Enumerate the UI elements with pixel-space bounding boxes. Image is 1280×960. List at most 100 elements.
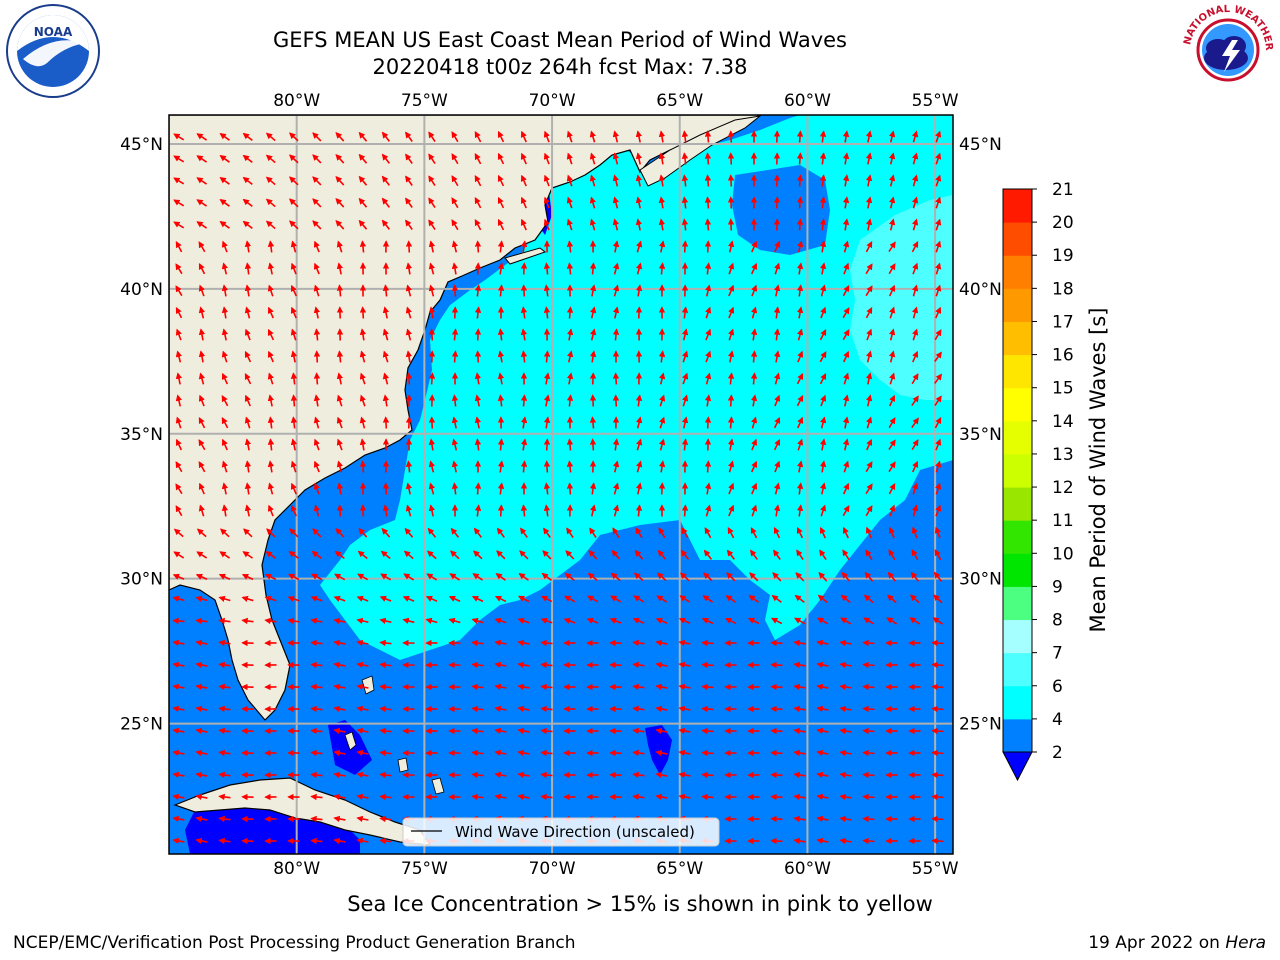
wind-wave-arrow <box>451 482 459 495</box>
wind-wave-arrow <box>219 155 230 163</box>
wind-wave-arrow <box>471 705 484 713</box>
wind-wave-arrow <box>218 661 231 669</box>
lon-labels-bottom: 80°W 75°W 70°W 65°W 60°W 55°W <box>273 859 959 879</box>
wind-wave-arrow <box>589 504 597 517</box>
wind-wave-arrow <box>313 350 321 363</box>
wind-wave-arrow <box>728 306 735 319</box>
wind-wave-arrow <box>635 152 643 165</box>
wind-wave-arrow <box>543 218 550 231</box>
wind-wave-arrow <box>796 306 804 319</box>
legend-label: Wind Wave Direction (unscaled) <box>455 823 695 841</box>
wind-wave-arrow <box>356 793 369 801</box>
wind-wave-arrow <box>931 837 944 845</box>
wind-wave-arrow <box>195 617 208 625</box>
wind-wave-arrow <box>290 394 298 407</box>
wind-wave-arrow <box>520 438 528 451</box>
wind-wave-arrow <box>931 727 944 735</box>
wind-wave-arrow <box>311 550 322 559</box>
wind-wave-arrow <box>402 595 415 602</box>
wind-wave-arrow <box>540 705 553 713</box>
wind-wave-arrow <box>448 595 461 603</box>
wind-wave-arrow <box>749 572 759 582</box>
wind-wave-arrow <box>632 793 645 801</box>
wind-wave-arrow <box>356 771 369 779</box>
wind-wave-arrow <box>172 639 185 647</box>
wind-wave-arrow <box>451 131 459 143</box>
wind-wave-arrow <box>474 416 482 429</box>
wind-wave-arrow <box>265 176 276 186</box>
wind-wave-arrow <box>774 394 781 407</box>
wind-wave-arrow <box>934 549 942 561</box>
wind-wave-arrow <box>679 572 690 582</box>
wind-wave-arrow <box>770 837 783 845</box>
wind-wave-arrow <box>612 394 620 407</box>
wind-wave-arrow <box>543 416 551 429</box>
wind-wave-arrow <box>218 727 231 735</box>
wind-wave-arrow <box>428 438 436 451</box>
wind-wave-arrow <box>635 174 643 187</box>
colorbar-extend-arrow <box>1002 751 1033 782</box>
wind-wave-arrow <box>425 595 438 602</box>
wind-wave-arrow <box>173 177 185 185</box>
wind-wave-arrow <box>333 749 346 757</box>
wind-wave-arrow <box>564 572 575 582</box>
wind-wave-arrow <box>796 504 804 517</box>
wind-wave-arrow <box>657 549 667 560</box>
wind-wave-arrow <box>886 594 897 604</box>
wind-wave-arrow <box>290 482 297 495</box>
wind-wave-arrow <box>636 240 643 253</box>
wind-wave-arrow <box>543 306 551 319</box>
wind-wave-arrow <box>889 284 896 297</box>
wind-wave-arrow <box>934 351 942 362</box>
wind-wave-arrow <box>613 482 620 495</box>
wind-wave-arrow <box>681 130 689 143</box>
wind-wave-arrow <box>172 793 185 801</box>
wind-wave-arrow <box>566 350 574 363</box>
wind-wave-arrow <box>655 705 668 713</box>
wind-wave-arrow <box>195 793 208 801</box>
wind-wave-arrow <box>497 196 505 209</box>
wind-wave-arrow <box>655 661 668 669</box>
wind-wave-arrow <box>520 527 528 538</box>
wind-wave-arrow <box>727 218 735 231</box>
wind-wave-arrow <box>379 793 392 801</box>
wind-wave-arrow <box>862 793 875 801</box>
wind-wave-arrow <box>195 727 208 735</box>
wind-wave-arrow <box>357 550 368 560</box>
wind-wave-arrow <box>634 549 644 560</box>
wind-wave-arrow <box>451 438 459 451</box>
wind-wave-arrow <box>428 153 436 165</box>
wind-wave-arrow <box>793 661 806 669</box>
wind-wave-arrow <box>863 617 875 625</box>
wind-wave-arrow <box>796 218 804 231</box>
wind-wave-arrow <box>382 350 389 363</box>
wind-wave-arrow <box>889 372 896 385</box>
wind-wave-arrow <box>336 416 343 429</box>
wind-wave-arrow <box>336 240 343 253</box>
wind-wave-arrow <box>310 661 323 669</box>
wind-wave-arrow <box>816 793 829 801</box>
wind-wave-arrow <box>819 174 827 187</box>
wind-wave-arrow <box>379 617 392 625</box>
wind-wave-arrow <box>451 350 459 363</box>
wind-wave-arrow <box>313 438 320 451</box>
wind-wave-arrow <box>450 527 460 538</box>
wind-wave-arrow <box>793 749 806 757</box>
wind-wave-arrow <box>265 132 276 142</box>
colorbar-tick-label: 18 <box>1052 279 1074 299</box>
lon-label-top: 80°W <box>273 91 320 111</box>
wind-wave-arrow <box>451 394 459 407</box>
wind-wave-arrow <box>819 526 827 539</box>
wind-wave-arrow <box>862 727 875 735</box>
wind-wave-arrow <box>566 527 574 538</box>
colorbar-segment <box>1003 354 1032 389</box>
wind-wave-arrow <box>566 482 574 495</box>
wind-wave-arrow <box>935 152 942 165</box>
wind-wave-arrow <box>543 174 550 187</box>
wind-wave-arrow <box>218 771 231 779</box>
wind-wave-arrow <box>935 130 942 143</box>
wind-wave-arrow <box>428 306 436 319</box>
wind-wave-arrow <box>727 196 735 209</box>
wind-wave-arrow <box>935 240 942 253</box>
wind-wave-arrow <box>335 132 345 142</box>
